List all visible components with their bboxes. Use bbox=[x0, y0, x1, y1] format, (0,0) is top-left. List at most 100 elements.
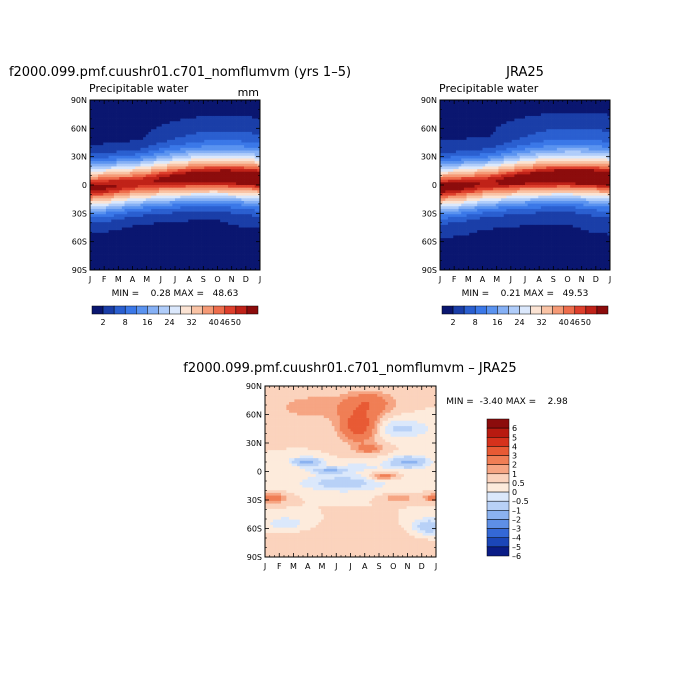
field-cell bbox=[111, 262, 115, 266]
field-cell bbox=[108, 118, 112, 122]
field-cell bbox=[175, 267, 179, 270]
field-cell bbox=[217, 182, 221, 186]
field-cell bbox=[182, 187, 186, 191]
field-cell bbox=[196, 105, 200, 109]
field-cell bbox=[220, 158, 224, 162]
field-cell bbox=[222, 248, 226, 252]
field-cell bbox=[137, 126, 141, 130]
field-cell bbox=[469, 115, 473, 119]
field-cell bbox=[175, 166, 179, 170]
field-cell bbox=[121, 158, 125, 162]
field-cell bbox=[172, 185, 176, 189]
field-cell bbox=[175, 147, 179, 151]
field-cell bbox=[447, 177, 451, 181]
field-cell bbox=[164, 100, 168, 104]
field-cell bbox=[455, 195, 459, 199]
field-cell bbox=[220, 203, 224, 207]
field-cell bbox=[105, 227, 109, 231]
field-cell bbox=[164, 147, 168, 151]
field-cell bbox=[238, 267, 242, 270]
field-cell bbox=[97, 134, 101, 138]
field-cell bbox=[241, 254, 245, 258]
field-cell bbox=[135, 134, 139, 138]
field-cell bbox=[193, 169, 197, 173]
field-cell bbox=[209, 187, 213, 191]
field-cell bbox=[161, 131, 165, 135]
field-cell bbox=[442, 208, 446, 212]
field-cell bbox=[201, 150, 205, 154]
field-cell bbox=[172, 187, 176, 191]
field-cell bbox=[198, 161, 202, 165]
field-cell bbox=[440, 254, 444, 258]
field-cell bbox=[450, 208, 454, 212]
field-cell bbox=[225, 161, 229, 165]
field-cell bbox=[447, 216, 451, 220]
field-cell bbox=[164, 192, 168, 196]
field-cell bbox=[185, 100, 189, 104]
field-cell bbox=[188, 123, 192, 127]
field-cell bbox=[180, 219, 184, 223]
field-cell bbox=[92, 227, 96, 231]
field-cell bbox=[230, 203, 234, 207]
field-cell bbox=[103, 142, 107, 146]
field-cell bbox=[156, 232, 160, 236]
field-cell bbox=[185, 222, 189, 226]
field-cell bbox=[458, 134, 462, 138]
field-cell bbox=[236, 147, 240, 151]
field-cell bbox=[180, 214, 184, 218]
field-cell bbox=[113, 227, 117, 231]
field-cell bbox=[212, 105, 216, 109]
field-cell bbox=[177, 230, 181, 234]
field-cell bbox=[442, 171, 446, 175]
field-cell bbox=[121, 161, 125, 165]
field-cell bbox=[447, 142, 451, 146]
field-cell bbox=[222, 185, 226, 189]
field-cell bbox=[244, 182, 248, 186]
field-cell bbox=[196, 259, 200, 263]
field-cell bbox=[204, 110, 208, 114]
field-cell bbox=[190, 206, 194, 210]
field-cell bbox=[100, 256, 104, 260]
field-cell bbox=[212, 232, 216, 236]
field-cell bbox=[95, 121, 99, 125]
field-cell bbox=[188, 224, 192, 228]
field-cell bbox=[182, 123, 186, 127]
field-cell bbox=[103, 153, 107, 157]
field-cell bbox=[100, 118, 104, 122]
field-cell bbox=[140, 113, 144, 117]
field-cell bbox=[175, 235, 179, 239]
field-cell bbox=[198, 206, 202, 210]
field-cell bbox=[257, 214, 260, 218]
field-cell bbox=[137, 254, 141, 258]
field-cell bbox=[111, 110, 115, 114]
field-cell bbox=[236, 240, 240, 244]
field-cell bbox=[151, 131, 155, 135]
field-cell bbox=[440, 262, 444, 266]
field-cell bbox=[214, 187, 218, 191]
field-cell bbox=[153, 155, 157, 159]
field-cell bbox=[461, 211, 465, 215]
field-cell bbox=[175, 115, 179, 119]
field-cell bbox=[246, 198, 250, 202]
field-cell bbox=[188, 169, 192, 173]
field-cell bbox=[175, 254, 179, 258]
field-cell bbox=[469, 107, 473, 111]
field-cell bbox=[97, 227, 101, 231]
field-cell bbox=[92, 155, 96, 159]
field-cell bbox=[254, 267, 258, 270]
field-cell bbox=[241, 110, 245, 114]
field-cell bbox=[135, 102, 139, 106]
field-cell bbox=[111, 137, 115, 141]
field-cell bbox=[90, 254, 94, 258]
field-cell bbox=[167, 153, 171, 157]
field-cell bbox=[121, 232, 125, 236]
field-cell bbox=[156, 182, 160, 186]
field-cell bbox=[153, 230, 157, 234]
field-cell bbox=[257, 254, 260, 258]
field-cell bbox=[119, 147, 123, 151]
field-cell bbox=[108, 256, 112, 260]
field-cell bbox=[230, 113, 234, 117]
field-cell bbox=[257, 185, 260, 189]
field-cell bbox=[172, 264, 176, 268]
field-cell bbox=[450, 238, 454, 242]
